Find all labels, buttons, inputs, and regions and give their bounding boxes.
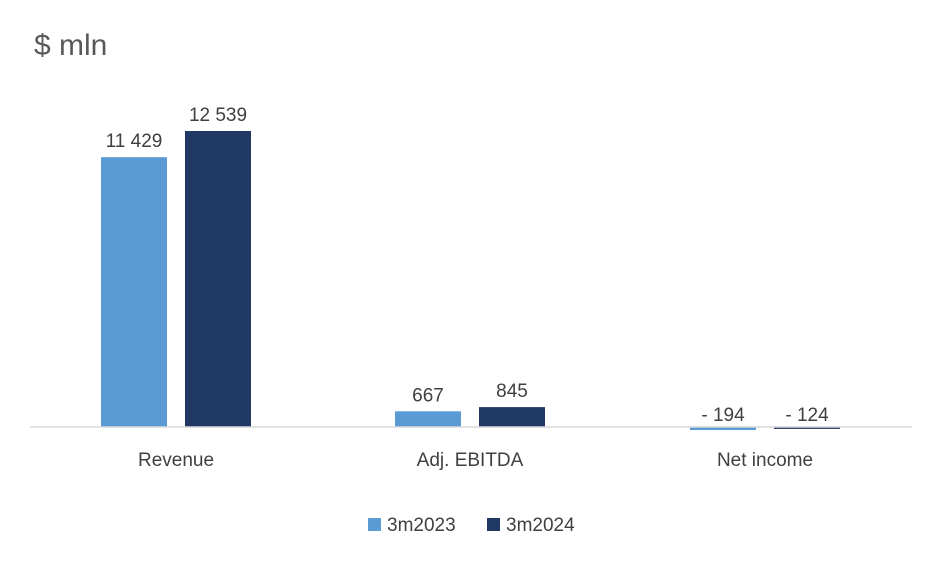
data-labels-group: 11 429 12 539 667 845 - 194 - 124 xyxy=(106,105,829,426)
bar-revenue-3m2024 xyxy=(185,131,251,427)
data-label-revenue-3m2023: 11 429 xyxy=(106,131,163,152)
data-label-adj-ebitda-3m2024: 845 xyxy=(496,381,528,402)
data-label-net-income-3m2023: - 194 xyxy=(701,405,745,426)
bar-net-income-3m2023 xyxy=(690,427,756,430)
bar-revenue-3m2023 xyxy=(101,157,167,427)
data-label-adj-ebitda-3m2023: 667 xyxy=(412,385,444,406)
bar-adj-ebitda-3m2023 xyxy=(395,411,461,427)
legend-swatch-3m2024 xyxy=(487,518,500,531)
chart-unit-title: $ mln xyxy=(34,29,107,62)
data-label-revenue-3m2024: 12 539 xyxy=(189,105,247,126)
legend-label-3m2024: 3m2024 xyxy=(506,515,575,536)
data-label-net-income-3m2024: - 124 xyxy=(785,405,829,426)
category-labels-group: Revenue Adj. EBITDA Net income xyxy=(138,450,813,471)
legend: 3m2023 3m2024 xyxy=(368,515,575,536)
legend-label-3m2023: 3m2023 xyxy=(387,515,456,536)
bar-adj-ebitda-3m2024 xyxy=(479,407,545,427)
category-label-adj-ebitda: Adj. EBITDA xyxy=(417,450,524,471)
category-label-revenue: Revenue xyxy=(138,450,214,471)
category-label-net-income: Net income xyxy=(717,450,813,471)
bars-group xyxy=(101,131,840,430)
bar-net-income-3m2024 xyxy=(774,427,840,429)
legend-swatch-3m2023 xyxy=(368,518,381,531)
